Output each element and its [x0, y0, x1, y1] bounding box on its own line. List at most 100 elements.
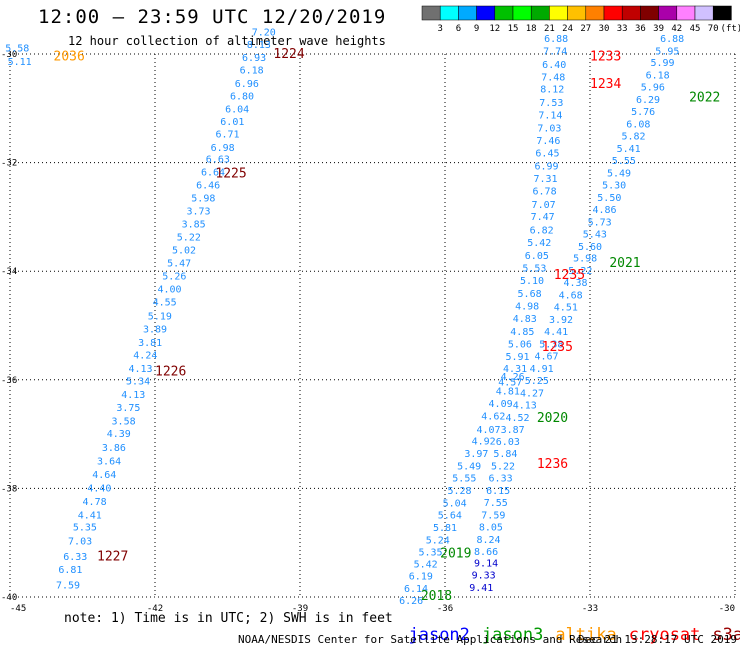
wave-height-point: 6.33: [489, 474, 513, 485]
wave-height-point: 7.74: [543, 46, 567, 57]
color-scale-label: 70: [708, 24, 719, 34]
wave-height-point: 4.40: [87, 483, 111, 494]
color-scale-label: 24: [562, 24, 573, 34]
pass-time-label: 2036: [54, 50, 85, 65]
wave-height-point: 3.86: [102, 443, 126, 454]
wave-height-point: 7.31: [533, 174, 557, 185]
wave-height-point: 8.13: [247, 40, 271, 51]
wave-height-point: 4.55: [153, 298, 177, 309]
wave-height-point: 5.81: [433, 523, 457, 534]
wave-height-point: 5.98: [573, 254, 597, 265]
x-tick-label: -39: [292, 604, 308, 614]
wave-height-point: 5.35: [73, 522, 97, 533]
color-scale-label: 39: [653, 24, 664, 34]
color-scale-label: (ft): [721, 24, 740, 34]
wave-height-point: 4.07: [476, 425, 500, 436]
wave-height-point: 4.38: [563, 278, 587, 289]
wave-height-point: 3.92: [549, 315, 573, 326]
wave-height-point: 7.07: [532, 200, 556, 211]
legend-jason2: jason2: [408, 625, 470, 645]
wave-height-point: 4.13: [128, 364, 152, 375]
wave-height-point: 5.58: [5, 44, 29, 55]
wave-height-point: 4.83: [513, 314, 537, 325]
wave-height-point: 5.38: [539, 340, 563, 351]
legend-altika: altika: [555, 625, 617, 645]
wave-height-point: 7.03: [68, 537, 92, 548]
wave-height-point: 3.75: [116, 403, 140, 414]
wave-height-point: 6.33: [63, 552, 87, 563]
pass-time-label: 1235: [554, 268, 585, 283]
wave-height-point: 6.01: [220, 117, 244, 128]
wave-height-point: 5.95: [655, 46, 679, 57]
wave-height-point: 4.91: [530, 364, 554, 375]
wave-height-point: 4.52: [505, 413, 529, 424]
wave-height-point: 4.26: [501, 372, 525, 383]
generated-timestamp: Dec 21 13:28:17 UTC 2019: [578, 633, 737, 646]
color-scale-label: 9: [474, 24, 479, 34]
wave-height-point: 5.60: [578, 242, 602, 253]
wave-height-point: 5.53: [522, 263, 546, 274]
wave-height-point: 5.06: [508, 340, 532, 351]
pass-time-label: 2022: [689, 90, 720, 105]
wave-height-point: 7.53: [539, 98, 563, 109]
wave-height-point: 4.57: [498, 378, 522, 389]
wave-height-point: 6.46: [196, 180, 220, 191]
wave-height-point: 6.18: [646, 71, 670, 82]
wave-height-point: 5.19: [148, 311, 172, 322]
wave-height-point: 7.59: [481, 511, 505, 522]
wave-height-point: 5.49: [457, 462, 481, 473]
wave-height-point: 6.05: [525, 251, 549, 262]
y-tick-label: -36: [1, 376, 17, 386]
wave-height-point: 4.98: [515, 301, 539, 312]
wave-height-point: 5.11: [8, 57, 32, 68]
pass-time-label: 2021: [609, 256, 640, 271]
legend-jason3: jason3: [481, 625, 544, 645]
color-scale-label: 6: [456, 24, 461, 34]
wave-height-point: 4.39: [107, 429, 131, 440]
wave-height-point: 3.58: [112, 417, 136, 428]
wave-height-point: 7.48: [541, 72, 565, 83]
wave-height-point: 4.92: [472, 437, 496, 448]
wave-height-point: 6.81: [58, 565, 82, 576]
wave-height-point: 7.20: [252, 27, 276, 38]
color-scale-label: 18: [526, 24, 537, 34]
wave-height-point: 7.14: [538, 110, 562, 121]
wave-height-point: 4.41: [544, 327, 568, 338]
wave-height-point: 4.78: [83, 497, 107, 508]
color-scale-label: 12: [489, 24, 500, 34]
y-tick-label: -30: [1, 50, 17, 60]
wave-height-point: 8.12: [540, 84, 564, 95]
wave-height-point: 6.26: [399, 596, 423, 607]
wave-height-point: 3.89: [143, 324, 167, 335]
wave-height-point: 4.13: [513, 400, 537, 411]
wave-height-point: 8.05: [479, 522, 503, 533]
y-tick-label: -38: [1, 484, 17, 494]
color-scale-swatch: [712, 5, 732, 21]
wave-height-point: 7.46: [536, 136, 560, 147]
wave-height-point: 4.31: [503, 364, 527, 375]
wave-height-point: 5.41: [617, 144, 641, 155]
pass-time-label: 1233: [590, 50, 621, 65]
wave-height-point: 7.59: [56, 581, 80, 592]
y-tick-label: -40: [1, 593, 17, 603]
wave-height-point: 5.64: [438, 511, 462, 522]
wave-height-point: 5.30: [602, 180, 626, 191]
wave-height-point: 5.91: [505, 352, 529, 363]
wave-height-point: 6.96: [235, 79, 259, 90]
wave-height-point: 4.09: [489, 399, 513, 410]
color-scale-label: 15: [508, 24, 519, 34]
wave-height-point: 4.00: [157, 285, 181, 296]
wave-height-point: 6.99: [534, 161, 558, 172]
pass-time-label: 1235: [542, 340, 573, 355]
wave-height-point: 4.86: [592, 205, 616, 216]
wave-height-point: 6.40: [542, 60, 566, 71]
pass-time-label: 1227: [97, 549, 128, 564]
wave-height-point: 6.18: [240, 65, 264, 76]
wave-height-point: 5.04: [443, 499, 467, 510]
wave-height-point: 5.02: [172, 246, 196, 257]
wave-height-point: 5.26: [162, 272, 186, 283]
pass-time-label: 2019: [440, 547, 471, 562]
wave-height-point: 6.98: [211, 143, 235, 154]
wave-height-point: 5.98: [191, 193, 215, 204]
